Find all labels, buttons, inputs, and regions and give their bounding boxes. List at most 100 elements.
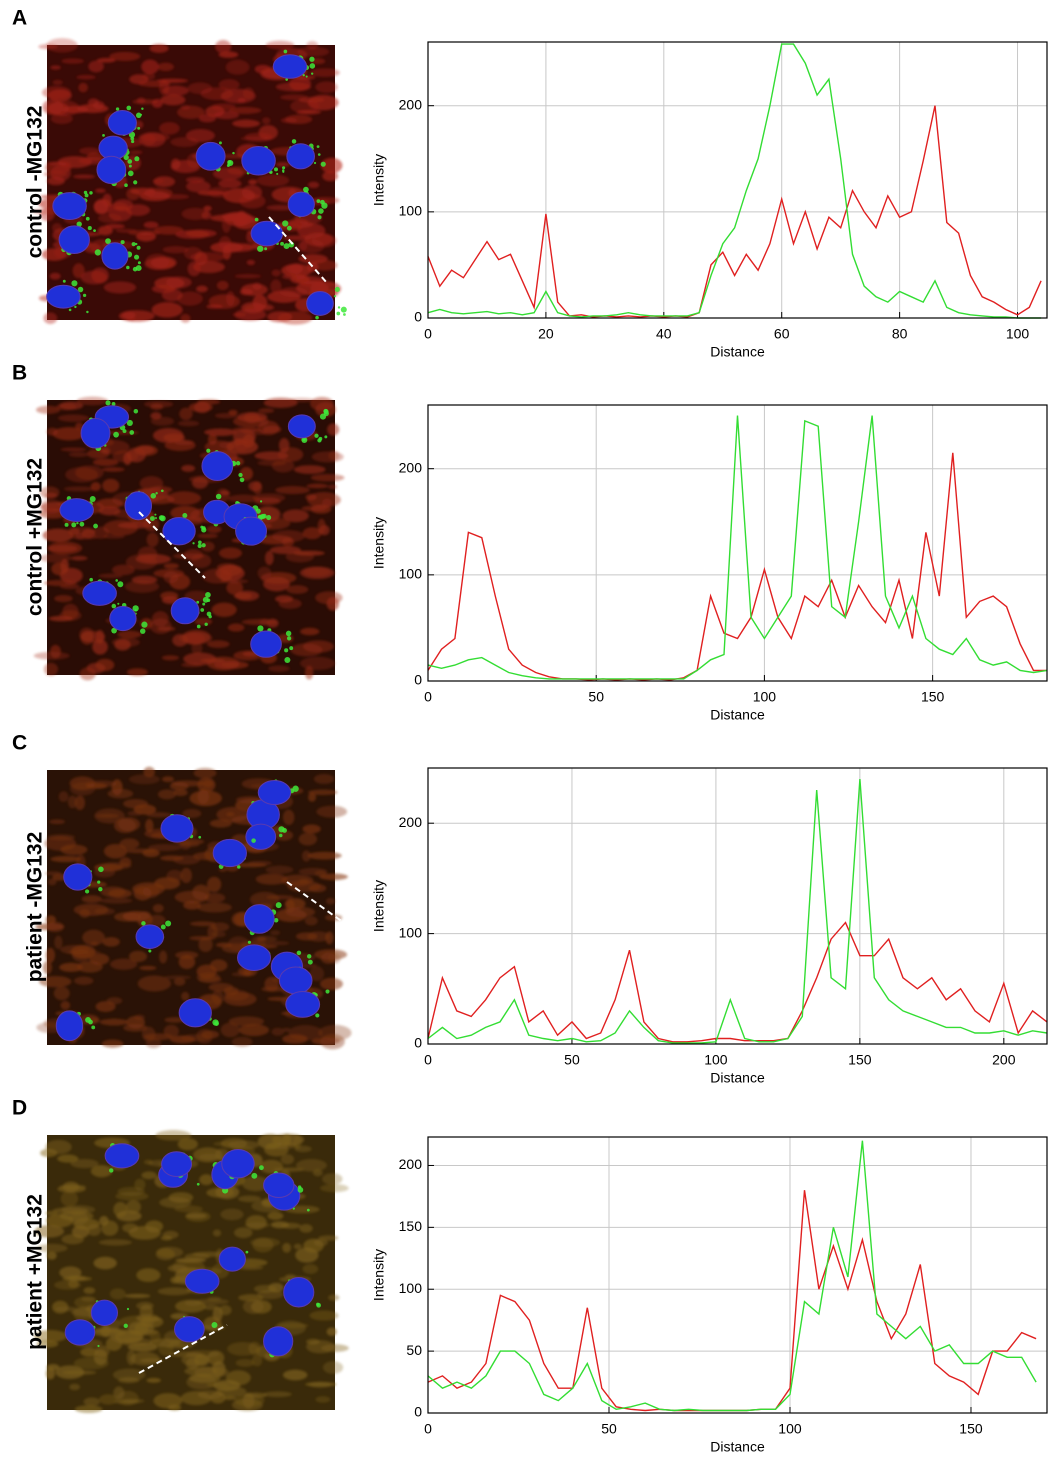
cytoplasm-patch [39,553,72,563]
green-dot [343,313,346,316]
cytoplasm-patch [277,1322,309,1329]
cytoplasm-patch [315,591,343,605]
cytoplasm-patch [116,1210,142,1222]
green-dot [102,133,105,137]
cytoplasm-patch [309,68,340,77]
green-dot [278,826,285,833]
cytoplasm-patch [327,423,340,436]
cytoplasm-patch [43,579,77,587]
cytoplasm-patch [143,1033,173,1041]
green-dot [251,1172,258,1179]
cytoplasm-patch [173,789,188,797]
cytoplasm-patch [58,791,69,803]
cytoplasm-patch [75,532,85,540]
cytoplasm-patch [261,986,285,992]
cytoplasm-patch [60,447,87,452]
cytoplasm-patch [146,812,172,818]
cytoplasm-patch [280,117,298,124]
y-tick-label: 0 [414,1404,422,1420]
green-dot [140,628,146,634]
cytoplasm-patch [40,1148,58,1158]
cytoplasm-patch [102,937,120,947]
cytoplasm-patch [181,662,203,668]
green-dot [117,581,124,588]
green-dot [126,1307,130,1311]
cytoplasm-patch [49,272,61,280]
cytoplasm-patch [248,179,258,185]
cytoplasm-patch [132,99,159,105]
nucleus [46,284,81,309]
cytoplasm-patch [228,1016,265,1027]
x-tick-label: 200 [992,1052,1016,1068]
nucleus [272,54,308,79]
green-dot [283,49,288,54]
x-tick-label: 0 [424,1421,432,1437]
cytoplasm-patch [263,1391,292,1398]
cytoplasm-patch [63,486,95,492]
cytoplasm-patch [118,817,141,832]
cytoplasm-patch [295,1247,319,1263]
x-tick-label: 150 [848,1052,872,1068]
cytoplasm-patch [47,545,78,552]
cytoplasm-patch [137,546,158,562]
green-dot [261,513,267,519]
x-tick-label: 50 [601,1421,617,1437]
green-dot [334,286,340,292]
nucleus [221,1148,255,1179]
cytoplasm-patch [33,1329,68,1343]
cytoplasm-patch [251,935,278,943]
nucleus [241,146,276,176]
cytoplasm-patch [275,486,310,495]
cytoplasm-patch [113,199,134,212]
cytoplasm-patch [76,396,109,406]
cytoplasm-patch [257,1133,283,1150]
cytoplasm-patch [129,150,143,155]
cytoplasm-patch [177,105,205,119]
green-dot [141,921,146,926]
cytoplasm-patch [46,102,69,116]
cytoplasm-patch [305,493,317,501]
cytoplasm-patch [265,40,295,50]
cytoplasm-patch [304,916,318,926]
nucleus [104,1143,140,1169]
green-dot [134,254,140,260]
y-tick-label: 200 [399,1156,423,1172]
cytoplasm-patch [198,114,216,123]
profile-line [268,216,328,284]
cytoplasm-patch [83,1397,100,1407]
nucleus [52,192,87,221]
cytoplasm-patch [213,1141,240,1147]
micrograph [33,396,345,681]
cytoplasm-patch [209,959,228,972]
cytoplasm-patch [50,65,61,70]
cytoplasm-patch [93,1256,117,1270]
cytoplasm-patch [194,401,211,414]
cytoplasm-patch [110,958,138,970]
cytoplasm-patch [98,1239,132,1246]
green-dot [120,240,125,245]
green-dot [239,477,245,483]
cytoplasm-patch [302,824,321,834]
cytoplasm-patch [99,1215,109,1226]
green-dot [275,902,282,909]
cytoplasm-patch [278,598,302,609]
cytoplasm-patch [197,533,219,539]
cytoplasm-patch [226,812,235,817]
cytoplasm-patch [81,1296,96,1302]
green-dot [154,513,157,516]
micrograph [33,1130,349,1414]
green-dot [320,161,326,167]
cytoplasm-patch [36,1340,59,1348]
green-dot [314,433,319,438]
cytoplasm-patch [122,311,136,319]
cytoplasm-patch [102,478,120,493]
cytoplasm-patch [123,1023,148,1032]
cytoplasm-patch [155,1130,192,1141]
cytoplasm-patch [300,566,335,580]
cytoplasm-patch [75,422,84,430]
nucleus [64,1319,96,1346]
cytoplasm-patch [201,211,212,220]
green-dot [257,245,264,252]
y-axis-label: Intensity [371,1249,387,1301]
cytoplasm-patch [314,870,327,877]
